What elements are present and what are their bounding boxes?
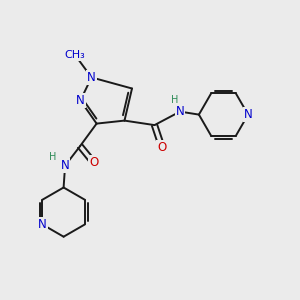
Text: N: N [176,105,184,118]
Text: CH₃: CH₃ [64,50,86,60]
Text: O: O [89,156,98,169]
Text: N: N [76,94,85,107]
Text: O: O [158,141,166,154]
Text: H: H [171,95,178,105]
Text: N: N [87,71,96,84]
Text: N: N [244,108,253,121]
Text: N: N [61,159,70,172]
Text: H: H [49,152,56,162]
Text: N: N [38,218,47,231]
